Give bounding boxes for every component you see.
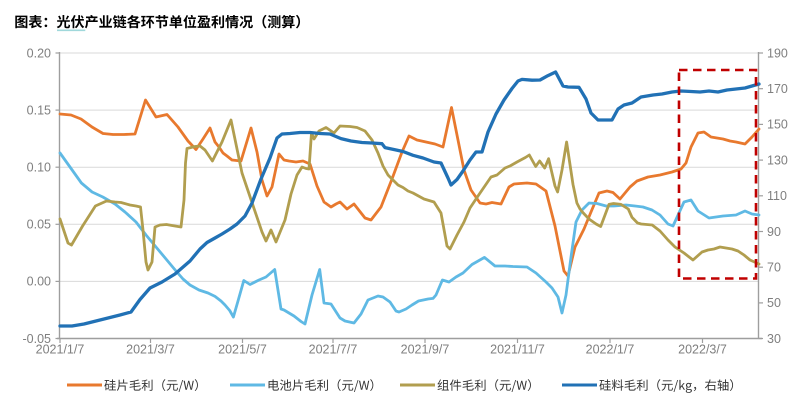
- svg-text:190: 190: [767, 46, 788, 60]
- svg-text:90: 90: [767, 225, 781, 239]
- svg-text:0.15: 0.15: [27, 103, 51, 117]
- svg-text:2021/11/7: 2021/11/7: [490, 343, 545, 357]
- svg-text:150: 150: [767, 118, 788, 132]
- svg-text:2021/5/7: 2021/5/7: [218, 343, 267, 357]
- svg-text:0.05: 0.05: [27, 218, 51, 232]
- svg-text:170: 170: [767, 82, 788, 96]
- svg-text:70: 70: [767, 261, 781, 275]
- svg-text:-0.05: -0.05: [23, 332, 52, 346]
- svg-text:2022/3/7: 2022/3/7: [678, 343, 727, 357]
- svg-text:2021/9/7: 2021/9/7: [401, 343, 450, 357]
- svg-text:2021/1/7: 2021/1/7: [36, 343, 85, 357]
- svg-text:0.00: 0.00: [27, 275, 51, 289]
- svg-text:30: 30: [767, 332, 781, 346]
- svg-text:130: 130: [767, 153, 788, 167]
- svg-text:0.20: 0.20: [27, 46, 51, 60]
- svg-text:110: 110: [767, 189, 787, 203]
- svg-text:2022/1/7: 2022/1/7: [586, 343, 635, 357]
- svg-text:50: 50: [767, 296, 781, 310]
- svg-text:2021/3/7: 2021/3/7: [126, 343, 175, 357]
- svg-text:2021/7/7: 2021/7/7: [309, 343, 358, 357]
- svg-text:0.10: 0.10: [27, 161, 51, 175]
